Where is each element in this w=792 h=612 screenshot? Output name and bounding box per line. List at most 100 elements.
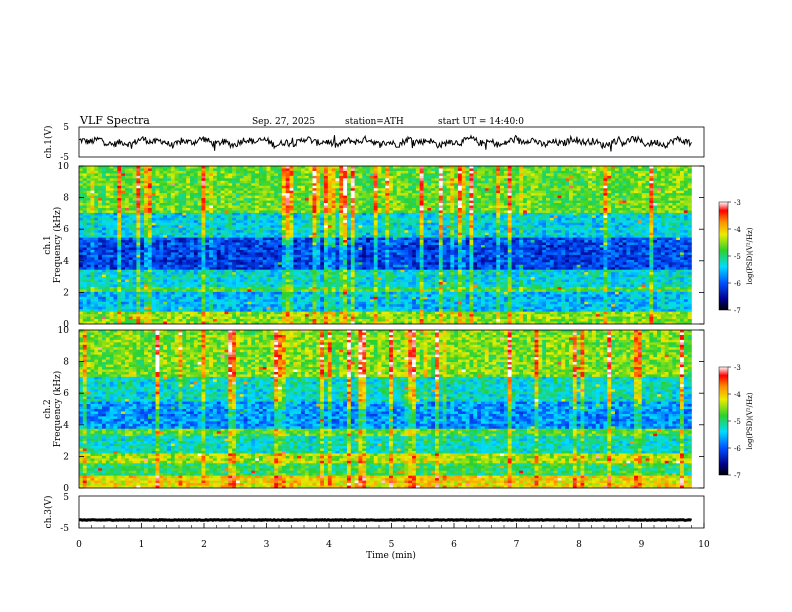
ch1-spectrogram-cell <box>247 168 252 172</box>
ch1-spectrogram-cell <box>392 203 398 206</box>
ch1-spectrogram-cell <box>408 212 413 216</box>
ch1-spectrogram-cell <box>178 175 183 179</box>
ch1-spectrogram-cell <box>641 178 646 182</box>
ch1-spectrogram-cell <box>423 170 428 174</box>
ch1-spectrogram-cell <box>354 205 359 209</box>
ch1-spectrogram-cell <box>630 227 635 231</box>
ch1-spectrogram-cell <box>450 205 455 209</box>
ch1-spectrogram-cell <box>396 240 401 243</box>
ch1-spectrogram-cell <box>167 230 172 233</box>
ch1-spectrogram-cell <box>469 195 474 199</box>
ch1-spectrogram-cell <box>457 183 463 187</box>
ch1-spectrogram-cell <box>660 222 666 226</box>
ch1-spectrogram-cell <box>270 166 275 169</box>
ch1-spectrogram-cell <box>251 188 256 191</box>
ch1-spectrogram-cell <box>190 173 195 177</box>
ch1-spectrogram-cell <box>687 210 692 214</box>
ch1-spectrogram-cell <box>163 232 168 236</box>
ch1-spectrogram-cell <box>216 237 221 241</box>
ch1-spectrogram-cell <box>358 235 363 238</box>
ch1-spectrogram-cell <box>186 183 191 187</box>
ch1-spectrogram-cell <box>205 210 210 214</box>
ch1-spectrogram-cell <box>572 232 577 236</box>
ch1-spectrogram-cell <box>457 178 463 182</box>
ch1-spectrogram-cell <box>672 205 677 209</box>
ch1-spectrogram-cell <box>140 185 145 189</box>
ch1-spectrogram-cell <box>492 166 497 169</box>
ch1-spectrogram-cell <box>523 173 528 177</box>
ch1-spectrogram-cell <box>335 168 340 172</box>
ch1-spectrogram-cell <box>507 230 512 233</box>
ch1-spectrogram-cell <box>285 185 290 189</box>
ch1-spectrogram-cell <box>519 222 524 226</box>
ch1-spectrogram-cell <box>350 232 355 236</box>
ch1-spectrogram-cell <box>668 188 673 191</box>
ch1-spectrogram-cell <box>140 225 145 229</box>
ch1-spectrogram-cell <box>438 220 443 224</box>
ch1-spectrogram-cell <box>645 205 650 209</box>
ch1-spectrogram-cell <box>461 212 466 216</box>
ch1-spectrogram-cell <box>442 220 447 224</box>
ch1-spectrogram-cell <box>377 180 382 184</box>
ch1-spectrogram-cell <box>523 215 528 219</box>
ch1-spectrogram-cell <box>626 200 631 204</box>
ch1-spectrogram-cell <box>105 185 110 189</box>
ch1-spectrogram-cell <box>630 173 635 177</box>
ch1-spectrogram-cell <box>515 198 520 201</box>
ch1-spectrogram-cell <box>419 215 424 219</box>
ch1-spectrogram-cell <box>216 232 221 236</box>
ch1-spectrogram-cell <box>128 168 133 172</box>
ch1-spectrogram-cell <box>480 215 486 219</box>
ch1-spectrogram-cell <box>369 170 375 174</box>
ch1-spectrogram-cell <box>377 168 382 172</box>
ch1-spectrogram-cell <box>634 220 639 224</box>
ch1-spectrogram-cell <box>622 215 627 219</box>
ch1-spectrogram-cell <box>79 217 84 221</box>
ch1-spectrogram-cell <box>480 170 486 174</box>
ch1-spectrogram-cell <box>239 237 244 241</box>
ch1-spectrogram-cell <box>266 188 271 191</box>
ch1-spectrogram-cell <box>216 215 221 219</box>
ch1-spectrogram-cell <box>680 190 685 194</box>
ch1-spectrogram-cell <box>140 227 145 231</box>
ch1-spectrogram-cell <box>427 230 432 233</box>
ch1-spectrogram-cell <box>354 207 359 211</box>
ch1-spectrogram-cell <box>163 198 168 201</box>
ch1-spectrogram-cell <box>415 166 421 169</box>
ch1-spectrogram-cell <box>128 173 133 177</box>
ch1-spectrogram-cell <box>197 205 202 209</box>
ch1-spectrogram-cell <box>435 220 440 224</box>
ch1-spectrogram-cell <box>503 217 509 221</box>
ch1-spectrogram-cell <box>147 240 153 243</box>
ch1-spectrogram-cell <box>389 200 394 204</box>
ch1-spectrogram-cell <box>373 195 378 199</box>
ch1-spectrogram-cell <box>293 240 298 243</box>
ch1-spectrogram-cell <box>297 215 302 219</box>
ch1-spectrogram-cell <box>595 217 600 221</box>
ch1-spectrogram-cell <box>209 212 214 216</box>
ch1-spectrogram-cell <box>109 173 114 177</box>
ch1-spectrogram-cell <box>124 205 130 209</box>
ch1-spectrogram-cell <box>262 193 267 196</box>
ch1-spectrogram-cell <box>121 173 126 177</box>
ch1-spectrogram-cell <box>258 175 264 179</box>
ch1-spectrogram-cell <box>262 175 267 179</box>
ch1-spectrogram-cell <box>591 198 597 201</box>
ch1-spectrogram-cell <box>82 166 87 169</box>
ch1-spectrogram-cell <box>216 168 221 172</box>
ch1-spectrogram-cell <box>492 232 497 236</box>
ch1-spectrogram-cell <box>664 168 669 172</box>
ch1-spectrogram-cell <box>98 227 103 231</box>
ch1-spectrogram-cell <box>580 237 585 241</box>
ch1-spectrogram-cell <box>645 225 650 229</box>
ch1-spectrogram-cell <box>304 237 309 241</box>
ch1-spectrogram-cell <box>128 222 133 226</box>
ch1-spectrogram-cell <box>197 175 202 179</box>
ch1-spectrogram-cell <box>385 230 390 233</box>
ch1-spectrogram-cell <box>324 207 329 211</box>
ch1-spectrogram-cell <box>366 220 371 224</box>
ch1-spectrogram-cell <box>117 235 122 238</box>
ch1-spectrogram-cell <box>641 212 646 216</box>
ch1-spectrogram-cell <box>94 168 99 172</box>
ch1-spectrogram-cell <box>668 220 673 224</box>
